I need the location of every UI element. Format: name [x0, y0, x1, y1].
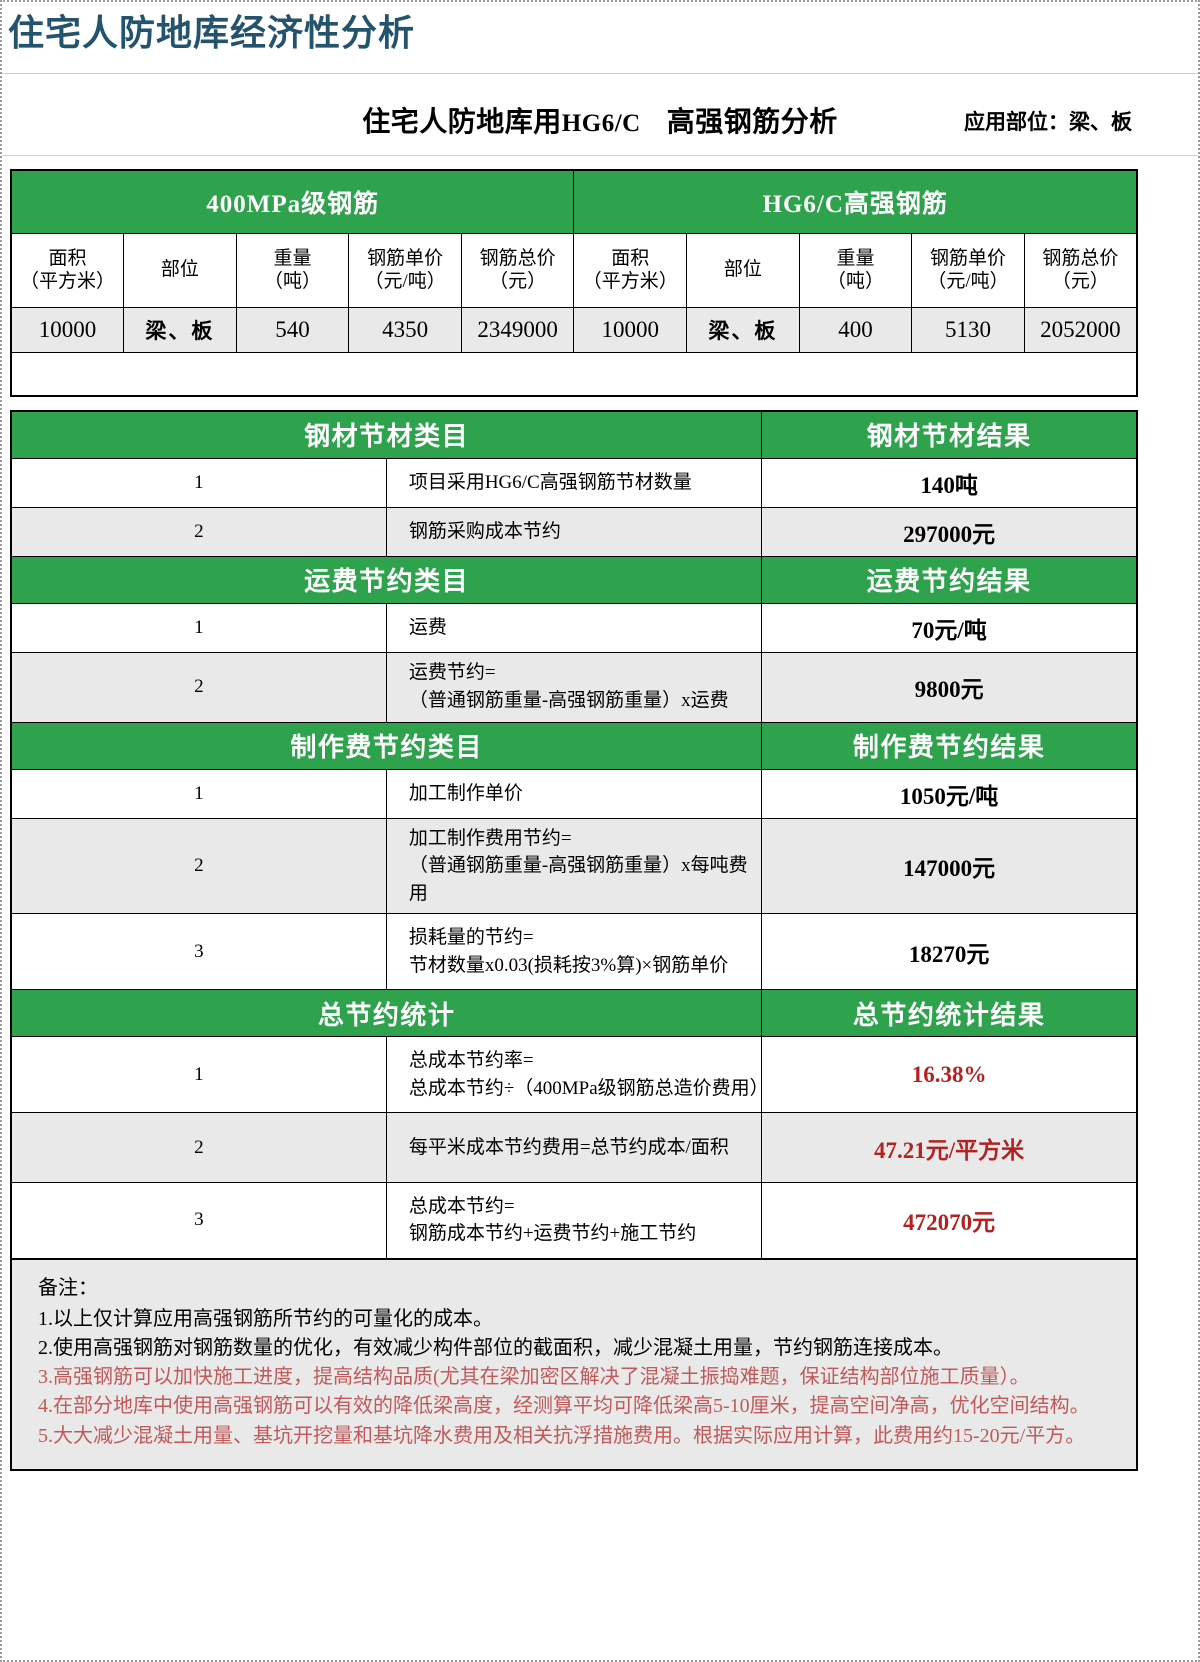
row-item-label: 损耗量的节约= 节材数量x0.03(损耗按3%算)×钢筋单价	[385, 913, 763, 991]
comparison-column-header: 面积 （平方米）	[573, 232, 688, 308]
comparison-cell: 10000	[10, 306, 125, 353]
page-title: 住宅人防地库经济性分析	[8, 13, 416, 54]
comparison-column-header: 钢筋单价 （元/吨）	[348, 232, 462, 308]
section-header-result: 制作费节约结果	[761, 721, 1138, 770]
comparison-value-row: 10000 梁、板 540 4350 2349000 10000 梁、板 400 5130 205…	[10, 306, 1138, 353]
row-result-value: 297000元	[761, 506, 1138, 557]
comparison-column-header: 重量 （吨）	[798, 232, 913, 308]
comparison-column-header: 部位	[123, 232, 237, 308]
note-item: 2.使用高强钢筋对钢筋数量的优化，有效减少构件部位的截面积，减少混凝土用量，节约…	[38, 1337, 953, 1360]
comparison-cell: 梁、板	[686, 306, 800, 353]
row-result-value: 18270元	[761, 913, 1138, 991]
row-index: 1	[10, 602, 387, 653]
row-item-label: 运费	[385, 602, 763, 653]
row-item-label: 每平米成本节约费用=总节约成本/面积	[385, 1112, 763, 1184]
row-item-label: 项目采用HG6/C高强钢筋节材数量	[385, 457, 763, 508]
comparison-column-header-row: 面积 （平方米） 部位 重量 （吨） 钢筋单价 （元/吨） 钢筋总价 （元） 面积 （平方米） 部位重…	[10, 232, 1138, 308]
section-header-row: 总节约统计 总节约统计结果	[10, 989, 1138, 1038]
table-row: 3 损耗量的节约= 节材数量x0.03(损耗按3%算)×钢筋单价 18270元	[10, 913, 1138, 991]
section-header-item: 总节约统计	[10, 989, 763, 1038]
comparison-column-header: 部位	[686, 232, 800, 308]
row-item-label: 运费节约= （普通钢筋重量-高强钢筋重量）x运费	[385, 651, 763, 723]
notes-block: 备注： 1.以上仅计算应用高强钢筋所节约的可量化的成本。 2.使用高强钢筋对钢筋数…	[10, 1259, 1138, 1471]
row-item-label: 总成本节约率= 总成本节约÷（400MPa级钢筋总造价费用）	[385, 1036, 769, 1114]
comparison-cell: 540	[235, 306, 350, 353]
row-item-label: 总成本节约= 钢筋成本节约+运费节约+施工节约	[385, 1182, 763, 1260]
section-header-item: 钢材节材类目	[10, 410, 763, 459]
row-index: 1	[10, 457, 387, 508]
comparison-column-header: 重量 （吨）	[235, 232, 350, 308]
table-row: 2 加工制作费用节约= （普通钢筋重量-高强钢筋重量）x每吨费用 147000元	[10, 817, 1138, 915]
row-result-value: 9800元	[761, 651, 1138, 723]
row-index: 3	[10, 1182, 387, 1260]
section-header-result: 运费节约结果	[761, 555, 1138, 604]
comparison-cell: 梁、板	[123, 306, 237, 353]
row-index: 2	[10, 1112, 387, 1184]
comparison-column-header: 钢筋总价 （元）	[460, 232, 575, 308]
note-item: 5.大大减少混凝土用量、基坑开挖量和基坑降水费用及相关抗浮措施费用。根据实际应用…	[38, 1424, 1086, 1447]
banner: 住宅人防地库经济性分析	[2, 2, 1198, 74]
row-result-value: 47.21元/平方米	[761, 1112, 1138, 1184]
row-result-value: 1050元/吨	[761, 768, 1138, 819]
table-row: 3 总成本节约= 钢筋成本节约+运费节约+施工节约 472070元	[10, 1182, 1138, 1260]
comparison-group-1: 400MPa级钢筋	[10, 169, 575, 234]
row-item-label: 加工制作费用节约= （普通钢筋重量-高强钢筋重量）x每吨费用	[385, 817, 763, 915]
row-index: 1	[10, 768, 387, 819]
row-index: 2	[10, 817, 387, 915]
section-header-row: 钢材节材类目 钢材节材结果	[10, 410, 1138, 459]
table-row: 1 项目采用HG6/C高强钢筋节材数量 140吨	[10, 457, 1138, 508]
section-header-row: 运费节约类目 运费节约结果	[10, 555, 1138, 604]
comparison-group-header-row: 400MPa级钢筋 HG6/C高强钢筋	[10, 169, 1138, 234]
subtitle-code: HG6/C	[561, 110, 641, 137]
subtitle-suffix: 高强钢筋分析	[666, 107, 838, 138]
comparison-cell: 400	[798, 306, 913, 353]
row-index: 2	[10, 506, 387, 557]
row-item-label: 加工制作单价	[385, 768, 763, 819]
row-item-label: 钢筋采购成本节约	[385, 506, 763, 557]
comparison-spacer-row	[10, 351, 1138, 397]
comparison-table: 400MPa级钢筋 HG6/C高强钢筋 面积 （平方米） 部位 重量 （吨） 钢筋单价 （元/吨…	[10, 169, 1138, 397]
row-index: 3	[10, 913, 387, 991]
note-item: 4.在部分地库中使用高强钢筋可以有效的降低梁高度，经测算平均可降低梁高5-10厘…	[38, 1395, 1090, 1418]
comparison-cell: 2052000	[1023, 306, 1138, 353]
document-subtitle: 住宅人防地库用HG6/C 高强钢筋分析	[2, 100, 1198, 140]
comparison-cell: 10000	[573, 306, 688, 353]
comparison-cell: 4350	[348, 306, 462, 353]
comparison-column-header: 钢筋总价 （元）	[1023, 232, 1138, 308]
row-result-value: 140吨	[761, 457, 1138, 508]
table-row: 2 钢筋采购成本节约 297000元	[10, 506, 1138, 557]
table-row: 1 加工制作单价 1050元/吨	[10, 768, 1138, 819]
note-item: 1.以上仅计算应用高强钢筋所节约的可量化的成本。	[38, 1307, 493, 1330]
table-row: 1 总成本节约率= 总成本节约÷（400MPa级钢筋总造价费用） 16.38%	[10, 1036, 1138, 1114]
row-index: 2	[10, 651, 387, 723]
section-header-item: 运费节约类目	[10, 555, 763, 604]
application-position-label: 应用部位：梁、板	[964, 110, 1132, 134]
row-index: 1	[10, 1036, 387, 1114]
row-result-value: 70元/吨	[761, 602, 1138, 653]
notes-title: 备注：	[38, 1276, 98, 1299]
section-header-item: 制作费节约类目	[10, 721, 763, 770]
row-result-value: 472070元	[761, 1182, 1138, 1260]
comparison-spacer-cell	[10, 351, 1138, 397]
table-row: 1 运费 70元/吨	[10, 602, 1138, 653]
row-result-value: 16.38%	[761, 1036, 1138, 1114]
table-row: 2 每平米成本节约费用=总节约成本/面积 47.21元/平方米	[10, 1112, 1138, 1184]
table-row: 2 运费节约= （普通钢筋重量-高强钢筋重量）x运费 9800元	[10, 651, 1138, 723]
section-header-row: 制作费节约类目 制作费节约结果	[10, 721, 1138, 770]
section-header-result: 总节约统计结果	[761, 989, 1138, 1038]
section-header-result: 钢材节材结果	[761, 410, 1138, 459]
comparison-cell: 5130	[911, 306, 1025, 353]
subtitle-bar: 住宅人防地库用HG6/C 高强钢筋分析 应用部位：梁、板	[2, 74, 1198, 156]
comparison-cell: 2349000	[460, 306, 575, 353]
note-item: 3.高强钢筋可以加快施工进度，提高结构品质(尤其在梁加密区解决了混凝土振捣难题，…	[38, 1366, 1030, 1389]
comparison-column-header: 面积 （平方米）	[10, 232, 125, 308]
savings-table: 钢材节材类目 钢材节材结果 1 项目采用HG6/C高强钢筋节材数量 140吨 2 钢筋采购成…	[10, 410, 1138, 1260]
comparison-group-2: HG6/C高强钢筋	[573, 169, 1138, 234]
row-result-value: 147000元	[761, 817, 1138, 915]
comparison-column-header: 钢筋单价 （元/吨）	[911, 232, 1025, 308]
subtitle-prefix: 住宅人防地库用	[362, 107, 562, 138]
